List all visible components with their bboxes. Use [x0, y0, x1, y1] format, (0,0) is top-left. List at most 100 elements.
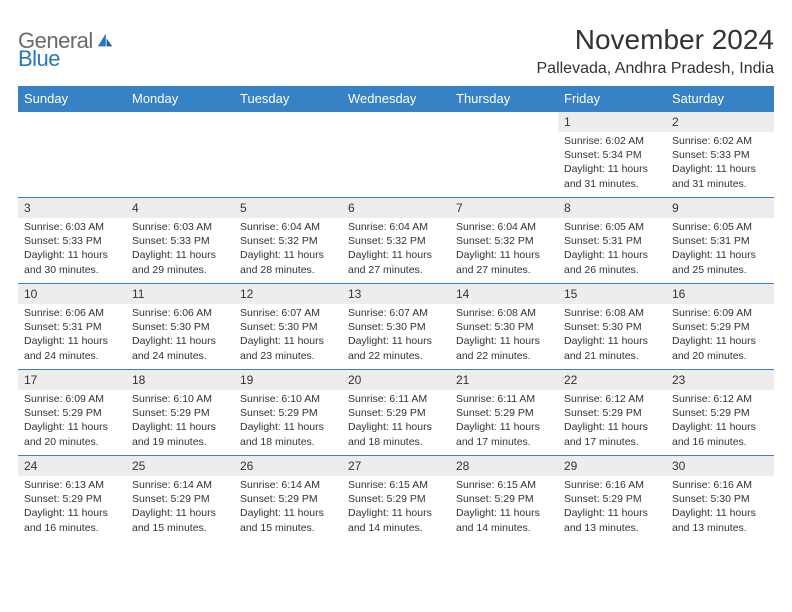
- day-cell: 12Sunrise: 6:07 AMSunset: 5:30 PMDayligh…: [234, 284, 342, 370]
- day-sunrise: Sunrise: 6:07 AM: [240, 306, 336, 320]
- day-daylight: Daylight: 11 hours and 21 minutes.: [564, 334, 660, 362]
- day-sunset: Sunset: 5:29 PM: [456, 406, 552, 420]
- day-daylight: Daylight: 11 hours and 24 minutes.: [24, 334, 120, 362]
- day-sunrise: Sunrise: 6:14 AM: [240, 478, 336, 492]
- day-number: 27: [342, 456, 450, 476]
- day-info: Sunrise: 6:03 AMSunset: 5:33 PMDaylight:…: [18, 218, 126, 281]
- day-info: Sunrise: 6:04 AMSunset: 5:32 PMDaylight:…: [342, 218, 450, 281]
- day-sunset: Sunset: 5:31 PM: [564, 234, 660, 248]
- day-cell: 22Sunrise: 6:12 AMSunset: 5:29 PMDayligh…: [558, 370, 666, 456]
- day-daylight: Daylight: 11 hours and 14 minutes.: [348, 506, 444, 534]
- day-number: 18: [126, 370, 234, 390]
- day-number: 26: [234, 456, 342, 476]
- day-cell: 1Sunrise: 6:02 AMSunset: 5:34 PMDaylight…: [558, 112, 666, 198]
- day-sunset: Sunset: 5:30 PM: [672, 492, 768, 506]
- week-row: 3Sunrise: 6:03 AMSunset: 5:33 PMDaylight…: [18, 198, 774, 284]
- day-sunset: Sunset: 5:30 PM: [564, 320, 660, 334]
- day-cell: 21Sunrise: 6:11 AMSunset: 5:29 PMDayligh…: [450, 370, 558, 456]
- day-cell: 27 Sunrise: 6:15 AMSunset: 5:29 PMDayligh…: [342, 456, 450, 542]
- day-daylight: Daylight: 11 hours and 27 minutes.: [456, 248, 552, 276]
- day-daylight: Daylight: 11 hours and 31 minutes.: [672, 162, 768, 190]
- day-sunrise: Sunrise: 6:13 AM: [24, 478, 120, 492]
- day-sunset: Sunset: 5:29 PM: [564, 492, 660, 506]
- day-sunset: Sunset: 5:32 PM: [348, 234, 444, 248]
- day-info: Sunrise: 6:09 AMSunset: 5:29 PMDaylight:…: [666, 304, 774, 367]
- day-daylight: Daylight: 11 hours and 15 minutes.: [132, 506, 228, 534]
- dow-header: Saturday: [666, 86, 774, 112]
- day-cell: 13Sunrise: 6:07 AMSunset: 5:30 PMDayligh…: [342, 284, 450, 370]
- day-info: Sunrise: 6:11 AMSunset: 5:29 PMDaylight:…: [450, 390, 558, 453]
- day-number: 13: [342, 284, 450, 304]
- day-cell: 17Sunrise: 6:09 AMSunset: 5:29 PMDayligh…: [18, 370, 126, 456]
- day-sunrise: Sunrise: 6:08 AM: [564, 306, 660, 320]
- day-sunrise: Sunrise: 6:14 AM: [132, 478, 228, 492]
- day-cell: [234, 112, 342, 198]
- day-sunset: Sunset: 5:29 PM: [24, 406, 120, 420]
- day-sunrise: Sunrise: 6:05 AM: [564, 220, 660, 234]
- day-sunrise: Sunrise: 6:03 AM: [24, 220, 120, 234]
- day-number: 5: [234, 198, 342, 218]
- day-cell: 4Sunrise: 6:03 AMSunset: 5:33 PMDaylight…: [126, 198, 234, 284]
- day-sunrise: Sunrise: 6:15 AM: [348, 478, 444, 492]
- brand-logo: GeneralBlue: [18, 24, 115, 70]
- day-cell: 16Sunrise: 6:09 AMSunset: 5:29 PMDayligh…: [666, 284, 774, 370]
- day-daylight: Daylight: 11 hours and 18 minutes.: [240, 420, 336, 448]
- day-cell: [18, 112, 126, 198]
- day-sunset: Sunset: 5:31 PM: [24, 320, 120, 334]
- day-sunrise: Sunrise: 6:04 AM: [456, 220, 552, 234]
- day-info: Sunrise: 6:11 AMSunset: 5:29 PMDaylight:…: [342, 390, 450, 453]
- day-daylight: Daylight: 11 hours and 16 minutes.: [24, 506, 120, 534]
- day-number: 7: [450, 198, 558, 218]
- day-number: 28: [450, 456, 558, 476]
- day-sunrise: Sunrise: 6:07 AM: [348, 306, 444, 320]
- day-number: 24: [18, 456, 126, 476]
- day-number: 6: [342, 198, 450, 218]
- day-sunrise: Sunrise: 6:11 AM: [348, 392, 444, 406]
- day-sunset: Sunset: 5:30 PM: [240, 320, 336, 334]
- day-number: 12: [234, 284, 342, 304]
- day-info: Sunrise: 6:05 AMSunset: 5:31 PMDaylight:…: [666, 218, 774, 281]
- day-daylight: Daylight: 11 hours and 20 minutes.: [24, 420, 120, 448]
- day-cell: 14Sunrise: 6:08 AMSunset: 5:30 PMDayligh…: [450, 284, 558, 370]
- day-daylight: Daylight: 11 hours and 22 minutes.: [348, 334, 444, 362]
- day-info: Sunrise: 6:15 AMSunset: 5:29 PMDaylight:…: [450, 476, 558, 539]
- day-cell: 6Sunrise: 6:04 AMSunset: 5:32 PMDaylight…: [342, 198, 450, 284]
- day-cell: 20Sunrise: 6:11 AMSunset: 5:29 PMDayligh…: [342, 370, 450, 456]
- day-info: Sunrise: 6:07 AMSunset: 5:30 PMDaylight:…: [234, 304, 342, 367]
- day-info: Sunrise: 6:04 AMSunset: 5:32 PMDaylight:…: [450, 218, 558, 281]
- week-row: 10Sunrise: 6:06 AMSunset: 5:31 PMDayligh…: [18, 284, 774, 370]
- day-cell: 8Sunrise: 6:05 AMSunset: 5:31 PMDaylight…: [558, 198, 666, 284]
- calendar-body: 1Sunrise: 6:02 AMSunset: 5:34 PMDaylight…: [18, 112, 774, 542]
- day-number: 2: [666, 112, 774, 132]
- day-info: Sunrise: 6:13 AMSunset: 5:29 PMDaylight:…: [18, 476, 126, 539]
- day-number: 10: [18, 284, 126, 304]
- day-sunset: Sunset: 5:29 PM: [672, 320, 768, 334]
- calendar-table: SundayMondayTuesdayWednesdayThursdayFrid…: [18, 86, 774, 542]
- day-cell: 3Sunrise: 6:03 AMSunset: 5:33 PMDaylight…: [18, 198, 126, 284]
- day-info: Sunrise: 6:10 AMSunset: 5:29 PMDaylight:…: [234, 390, 342, 453]
- day-cell: 23Sunrise: 6:12 AMSunset: 5:29 PMDayligh…: [666, 370, 774, 456]
- day-daylight: Daylight: 11 hours and 17 minutes.: [456, 420, 552, 448]
- day-number: 9: [666, 198, 774, 218]
- dow-header: Monday: [126, 86, 234, 112]
- day-daylight: Daylight: 11 hours and 29 minutes.: [132, 248, 228, 276]
- day-sunrise: Sunrise: 6:05 AM: [672, 220, 768, 234]
- dow-header: Friday: [558, 86, 666, 112]
- day-daylight: Daylight: 11 hours and 15 minutes.: [240, 506, 336, 534]
- day-cell: 11Sunrise: 6:06 AMSunset: 5:30 PMDayligh…: [126, 284, 234, 370]
- day-daylight: Daylight: 11 hours and 31 minutes.: [564, 162, 660, 190]
- day-daylight: Daylight: 11 hours and 24 minutes.: [132, 334, 228, 362]
- day-cell: 24Sunrise: 6:13 AMSunset: 5:29 PMDayligh…: [18, 456, 126, 542]
- day-sunrise: Sunrise: 6:06 AM: [24, 306, 120, 320]
- day-sunset: Sunset: 5:29 PM: [132, 492, 228, 506]
- day-sunset: Sunset: 5:29 PM: [348, 492, 444, 506]
- calendar-page: GeneralBlue November 2024 Pallevada, And…: [0, 0, 792, 552]
- day-cell: 7Sunrise: 6:04 AMSunset: 5:32 PMDaylight…: [450, 198, 558, 284]
- day-number: 4: [126, 198, 234, 218]
- day-daylight: Daylight: 11 hours and 16 minutes.: [672, 420, 768, 448]
- location-subtitle: Pallevada, Andhra Pradesh, India: [537, 60, 775, 78]
- day-info: Sunrise: 6:06 AMSunset: 5:30 PMDaylight:…: [126, 304, 234, 367]
- day-daylight: Daylight: 11 hours and 28 minutes.: [240, 248, 336, 276]
- day-sunset: Sunset: 5:33 PM: [672, 148, 768, 162]
- day-number: 19: [234, 370, 342, 390]
